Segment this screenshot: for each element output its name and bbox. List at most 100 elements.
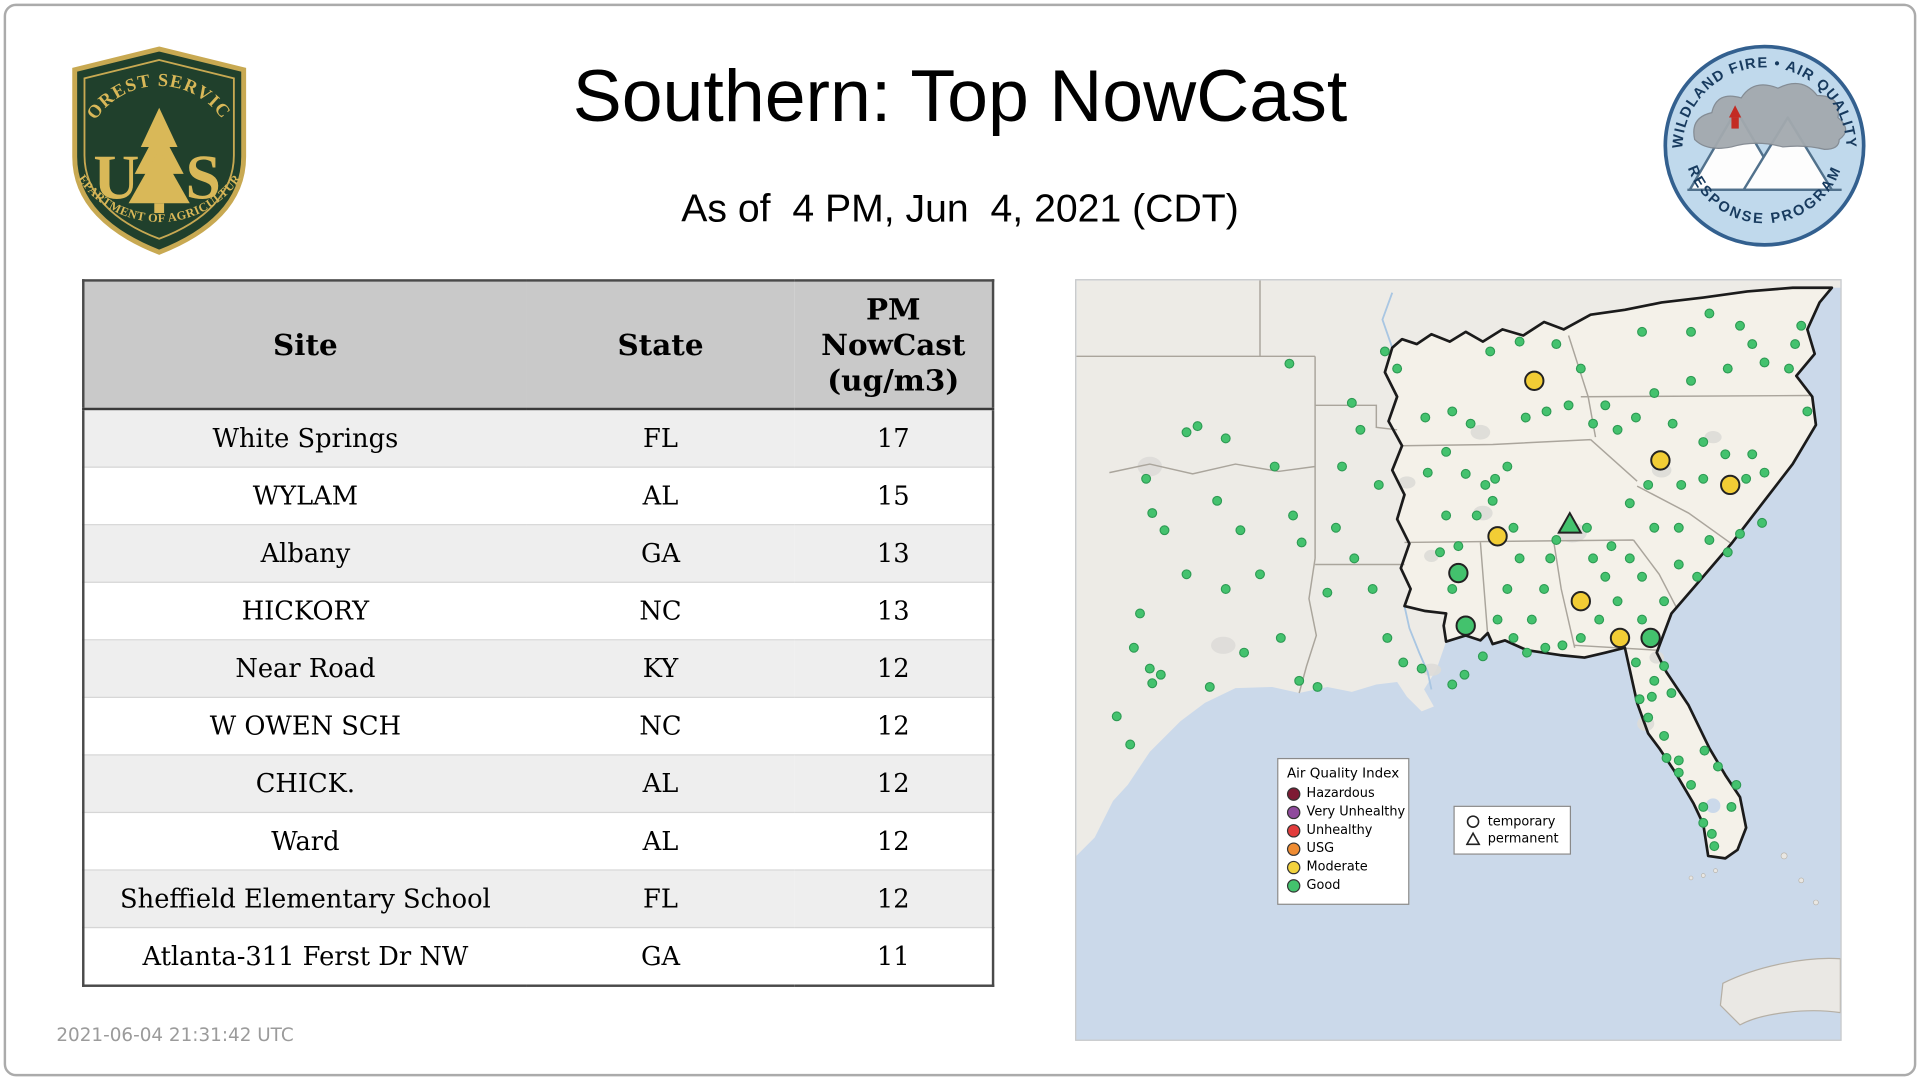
state-cell: AL [642, 481, 679, 511]
monitor-dot [1220, 433, 1231, 444]
monitor-dot [1128, 642, 1139, 653]
monitor-dot [1255, 569, 1265, 580]
state-cell: AL [642, 826, 679, 856]
southern-region-border [1383, 286, 1834, 860]
permanent-label: permanent [1487, 831, 1559, 847]
aqi-label: USG [1306, 841, 1335, 856]
monitor-dot [1600, 400, 1611, 411]
monitor-dot [1480, 479, 1491, 490]
cuba [1719, 957, 1841, 1026]
monitor-dot [1575, 363, 1586, 374]
monitor-dot [1646, 691, 1657, 702]
monitor-dot [1796, 320, 1807, 331]
monitor-dot [1502, 584, 1513, 594]
monitor-dot [1581, 522, 1592, 533]
monitor-dot [1747, 339, 1758, 350]
monitor-dot [1720, 449, 1731, 460]
forest-service-logo: FOREST SERVICE U S DEPARTMENT OF AGRICUL… [61, 28, 251, 263]
monitor-dot [1159, 525, 1170, 536]
monitor-dot [1435, 547, 1445, 558]
monitor-dot [1606, 541, 1617, 552]
monitor-dot [1147, 508, 1158, 519]
site-cell: HICKORY [241, 596, 370, 626]
table-row: HICKORY NC 13 [83, 582, 994, 640]
state-cell: AL [642, 768, 679, 799]
pm-cell: 12 [876, 653, 910, 684]
pm-cell: 13 [876, 596, 910, 626]
monitor-dot [1551, 535, 1562, 545]
monitor-dot [1337, 461, 1348, 472]
monitor-dot [1630, 412, 1641, 423]
monitor-dot [1624, 553, 1635, 564]
monitor-marker-circle [1455, 615, 1476, 636]
monitor-dot [1735, 528, 1745, 539]
monitor-marker-circle [1640, 627, 1661, 649]
aqi-legend: Air Quality Index Hazardous Very Unhealth… [1277, 757, 1410, 905]
monitor-dots [1111, 308, 1813, 852]
wfaqrp-logo-svg: WILDLAND FIRE • AIR QUALITY RESPONSE PRO… [1663, 44, 1866, 247]
site-cell: Atlanta-311 Ferst Dr NW [142, 941, 469, 972]
table-row: WYLAM AL 15 [83, 467, 994, 525]
monitor-dot [1487, 495, 1498, 506]
pm-cell: 17 [876, 423, 910, 454]
monitor-marker-circle [1448, 562, 1469, 584]
monitor-dot [1659, 661, 1670, 672]
monitor-dot [1398, 657, 1409, 668]
table-header-row: Site State PM NowCast (ug/m3) [83, 280, 994, 411]
pm-cell: 12 [876, 884, 910, 914]
monitor-dot [1759, 357, 1770, 368]
aqi-label: Hazardous [1306, 786, 1375, 801]
monitor-dot [1686, 326, 1696, 337]
monitor-dot [1508, 633, 1519, 643]
rivers [1381, 292, 1433, 690]
aqi-color-swatch [1286, 860, 1301, 874]
aqi-legend-title: Air Quality Index [1286, 765, 1400, 782]
monitor-marker-circle [1570, 591, 1591, 612]
monitor-dot [1634, 694, 1645, 705]
timestamp: 2021-06-04 21:31:42 UTC [56, 1023, 294, 1046]
monitor-dot [1600, 571, 1611, 582]
smoke-icon [1693, 82, 1847, 151]
aqi-legend-item: USG [1286, 841, 1400, 856]
monitor-dot [1661, 753, 1672, 763]
monitor-dot [1526, 614, 1537, 625]
fs-monogram-s: S [186, 141, 221, 212]
monitor-dot [1144, 663, 1155, 674]
state-cell: GA [640, 538, 681, 569]
monitor-dot [1747, 449, 1758, 460]
aqi-legend-item: Good [1286, 878, 1400, 893]
monitor-dot [1541, 406, 1552, 417]
monitor-dot [1155, 669, 1166, 680]
monitor-dot [1637, 614, 1648, 625]
monitor-dot [1698, 817, 1709, 828]
monitor-dot [1557, 640, 1568, 651]
monitor-dot [1722, 363, 1733, 374]
page-subtitle: As of 4 PM, Jun 4, 2021 (CDT) [681, 186, 1239, 231]
monitor-dot [1514, 336, 1525, 347]
aqi-color-swatch [1286, 841, 1301, 856]
monitor-dot [1575, 633, 1586, 643]
monitor-dot [1673, 559, 1684, 570]
monitor-dot [1667, 418, 1678, 429]
state-cell: FL [643, 884, 678, 914]
aqi-legend-item: Very Unhealthy [1286, 804, 1405, 819]
state-cell: FL [643, 423, 678, 454]
monitor-dot [1686, 375, 1696, 386]
site-cell: Sheffield Elementary School [120, 884, 491, 914]
monitor-dot [1545, 553, 1556, 564]
monitor-dot [1355, 424, 1366, 435]
permanent-triangle-icon [1465, 831, 1481, 846]
monitor-dot [1367, 584, 1378, 594]
monitor-dot [1288, 510, 1299, 521]
monitor-dot [1447, 406, 1458, 417]
monitor-dot [1649, 522, 1660, 533]
monitor-dot [1330, 522, 1341, 533]
monitor-dot [1453, 541, 1464, 552]
monitor-dot [1673, 522, 1684, 533]
monitor-dot [1441, 446, 1452, 457]
site-cell: CHICK. [255, 768, 356, 799]
monitor-dot [1673, 767, 1684, 778]
temporary-legend-row: temporary [1466, 814, 1559, 829]
col-state-label: State [617, 326, 704, 363]
monitor-dot [1759, 467, 1770, 478]
